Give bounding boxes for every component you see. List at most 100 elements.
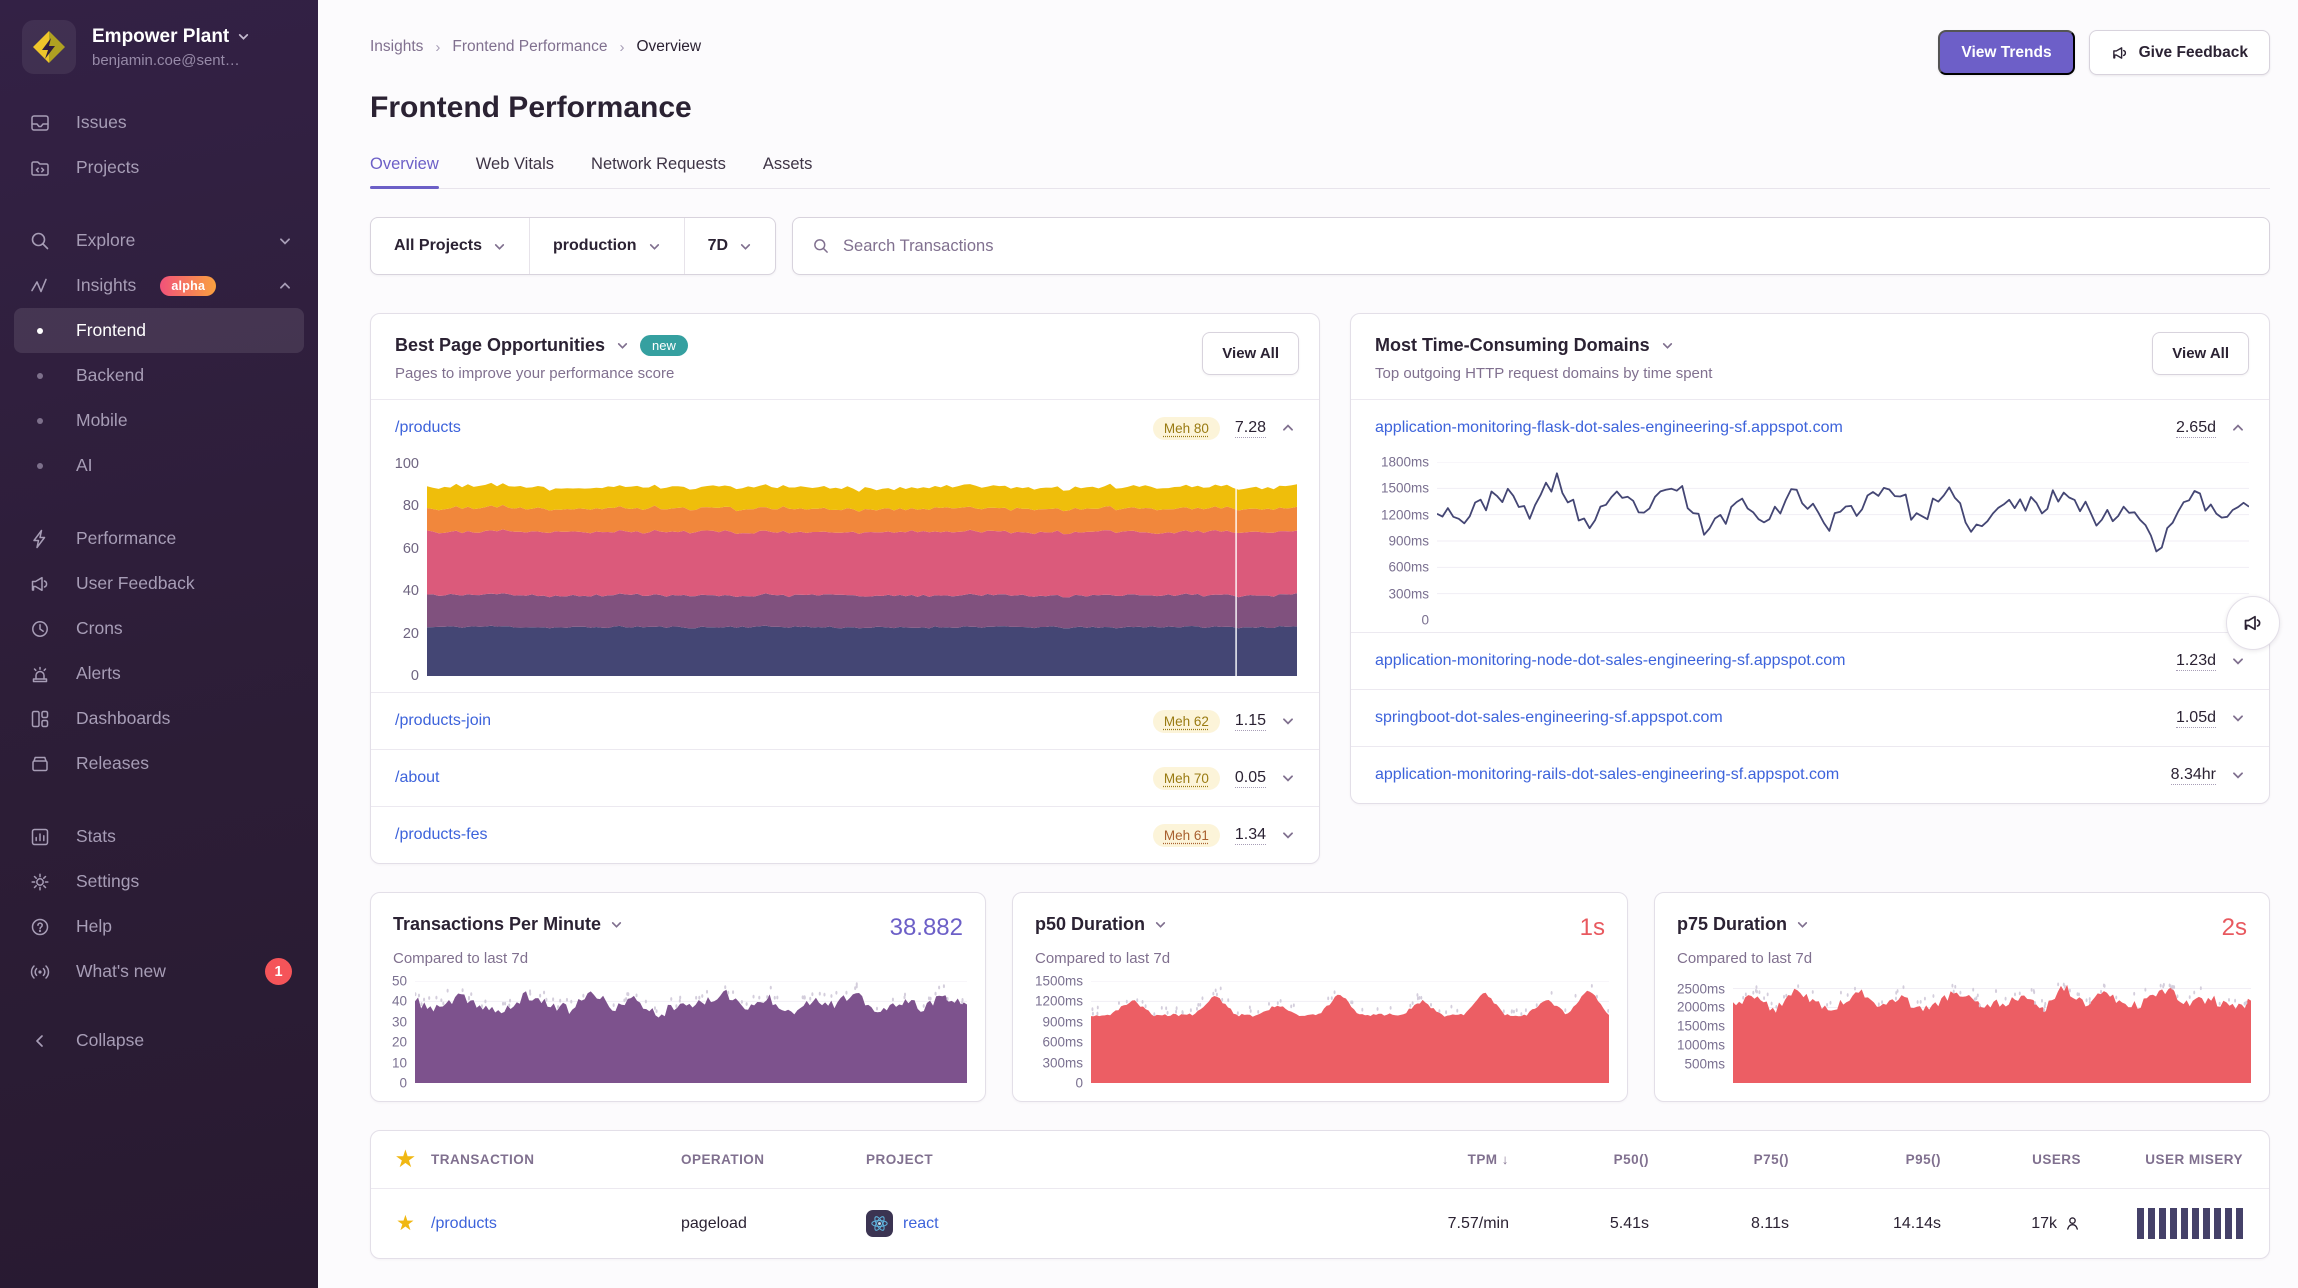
sidebar-item-alerts[interactable]: Alerts — [14, 651, 304, 696]
column-header-users[interactable]: USERS — [2032, 1152, 2081, 1167]
p50-subtitle: Compared to last 7d — [1035, 950, 1171, 967]
domain-row: application-monitoring-node-dot-sales-en… — [1351, 632, 2269, 689]
search-transactions-box[interactable] — [792, 217, 2270, 275]
chevron-up-icon[interactable] — [2231, 421, 2245, 435]
give-feedback-button[interactable]: Give Feedback — [2088, 30, 2270, 75]
tab-web-vitals[interactable]: Web Vitals — [475, 155, 555, 173]
domain-time-value[interactable]: 8.34hr — [2170, 765, 2216, 785]
domain-time-value[interactable]: 1.05d — [2175, 708, 2216, 728]
opportunity-score-value[interactable]: 1.15 — [1234, 711, 1266, 731]
chevron-down-icon[interactable] — [2231, 711, 2245, 725]
sidebar-item-performance[interactable]: Performance — [14, 516, 304, 561]
chevron-down-icon[interactable] — [1154, 918, 1167, 931]
chevron-down-icon[interactable] — [1661, 339, 1674, 352]
chevron-down-icon[interactable] — [1796, 918, 1809, 931]
domain-link[interactable]: application-monitoring-rails-dot-sales-e… — [1375, 766, 1840, 783]
sidebar-item-releases[interactable]: Releases — [14, 741, 304, 786]
column-header-p75[interactable]: P75() — [1753, 1152, 1789, 1167]
sidebar-item-settings[interactable]: Settings — [14, 859, 304, 904]
bullet-icon — [28, 462, 52, 469]
sidebar-item-dashboards[interactable]: Dashboards — [14, 696, 304, 741]
breadcrumb-separator: › — [619, 38, 625, 56]
sidebar-item-label: Performance — [76, 528, 177, 548]
tab-network-requests[interactable]: Network Requests — [591, 155, 726, 173]
sidebar-item-ai[interactable]: AI — [14, 443, 304, 488]
domain-link[interactable]: application-monitoring-flask-dot-sales-e… — [1375, 419, 1843, 436]
project-filter-dropdown[interactable]: All Projects — [371, 218, 529, 274]
table-header-row: ★ TRANSACTION OPERATION PROJECT TPM ↓ P5… — [371, 1131, 2269, 1188]
sidebar-item-issues[interactable]: Issues — [14, 100, 304, 145]
domain-time-value[interactable]: 2.65d — [2175, 418, 2216, 438]
score-badge[interactable]: Meh 70 — [1152, 766, 1220, 790]
chevron-down-icon[interactable] — [610, 918, 623, 931]
sidebar-item-help[interactable]: Help — [14, 904, 304, 949]
p50-title: p50 Duration — [1035, 914, 1146, 934]
sidebar-item-mobile[interactable]: Mobile — [14, 398, 304, 443]
sidebar-item-explore[interactable]: Explore — [14, 218, 304, 263]
column-header-tpm[interactable]: TPM ↓ — [1467, 1152, 1509, 1167]
opportunities-view-all-button[interactable]: View All — [1202, 332, 1299, 375]
domain-time-value[interactable]: 1.23d — [2175, 651, 2216, 671]
sidebar-item-label: Dashboards — [76, 708, 171, 728]
opportunity-score-value[interactable]: 1.34 — [1234, 825, 1266, 845]
chevron-down-icon[interactable] — [616, 339, 629, 352]
page-link[interactable]: /about — [395, 769, 440, 786]
sidebar-item-whats-new[interactable]: What's new 1 — [14, 949, 304, 994]
floating-feedback-button[interactable] — [2226, 596, 2280, 650]
broadcast-icon — [28, 961, 52, 983]
sidebar-item-stats[interactable]: Stats — [14, 814, 304, 859]
page-link[interactable]: /products-fes — [395, 826, 488, 843]
chevron-down-icon[interactable] — [2231, 654, 2245, 668]
column-header-user-misery[interactable]: USER MISERY — [2145, 1152, 2243, 1167]
org-switcher[interactable]: Empower Plant benjamin.coe@sent… — [14, 20, 304, 74]
sidebar-item-label: Frontend — [76, 320, 147, 340]
sidebar-item-insights[interactable]: Insights alpha — [14, 263, 304, 308]
page-link[interactable]: /products — [395, 419, 461, 436]
sidebar-item-projects[interactable]: Projects — [14, 145, 304, 190]
chevron-down-icon[interactable] — [1281, 828, 1295, 842]
breadcrumb-insights[interactable]: Insights — [370, 38, 424, 55]
column-header-p50[interactable]: P50() — [1613, 1152, 1649, 1167]
sidebar-item-user-feedback[interactable]: User Feedback — [14, 561, 304, 606]
chevron-down-icon[interactable] — [2231, 768, 2245, 782]
page-link[interactable]: /products-join — [395, 712, 492, 729]
search-transactions-input[interactable] — [843, 236, 2250, 256]
column-header-transaction[interactable]: TRANSACTION — [431, 1152, 535, 1167]
sidebar-item-backend[interactable]: Backend — [14, 353, 304, 398]
column-header-p95[interactable]: P95() — [1905, 1152, 1941, 1167]
star-icon[interactable]: ★ — [396, 1148, 416, 1171]
sidebar-item-crons[interactable]: Crons — [14, 606, 304, 651]
opportunity-score-value[interactable]: 7.28 — [1234, 418, 1266, 438]
p50-chart: 0 300ms 600ms 900ms 1200ms 1500ms — [1013, 967, 1627, 1101]
column-header-project[interactable]: PROJECT — [866, 1152, 934, 1167]
bar-chart-icon — [28, 826, 52, 848]
sidebar-item-label: Issues — [76, 112, 127, 132]
date-range-dropdown[interactable]: 7D — [683, 218, 775, 274]
breadcrumb-frontend-performance[interactable]: Frontend Performance — [452, 38, 608, 55]
domains-view-all-button[interactable]: View All — [2152, 332, 2249, 375]
score-badge[interactable]: Meh 80 — [1152, 416, 1220, 440]
score-badge[interactable]: Meh 61 — [1152, 823, 1220, 847]
project-link[interactable]: react — [903, 1214, 939, 1232]
sidebar-collapse-button[interactable]: Collapse — [14, 1018, 304, 1063]
star-icon[interactable]: ★ — [396, 1212, 415, 1235]
tab-overview[interactable]: Overview — [370, 155, 439, 189]
view-trends-button[interactable]: View Trends — [1938, 30, 2075, 75]
transaction-link[interactable]: /products — [431, 1214, 497, 1232]
chevron-down-icon[interactable] — [1281, 714, 1295, 728]
clock-icon — [28, 618, 52, 640]
insights-icon — [28, 275, 52, 297]
domain-link[interactable]: springboot-dot-sales-engineering-sf.apps… — [1375, 709, 1723, 726]
domain-link[interactable]: application-monitoring-node-dot-sales-en… — [1375, 652, 1846, 669]
column-header-operation[interactable]: OPERATION — [681, 1152, 765, 1167]
org-email: benjamin.coe@sent… — [92, 51, 240, 69]
chevron-down-icon[interactable] — [1281, 771, 1295, 785]
sidebar-item-frontend[interactable]: Frontend — [14, 308, 304, 353]
opportunity-score-value[interactable]: 0.05 — [1234, 768, 1266, 788]
score-badge[interactable]: Meh 62 — [1152, 709, 1220, 733]
tab-assets[interactable]: Assets — [762, 155, 813, 173]
p75-cell: 8.11s — [1751, 1214, 1789, 1232]
chevron-down-icon — [649, 243, 659, 250]
chevron-up-icon[interactable] — [1281, 421, 1295, 435]
environment-filter-dropdown[interactable]: production — [529, 218, 684, 274]
